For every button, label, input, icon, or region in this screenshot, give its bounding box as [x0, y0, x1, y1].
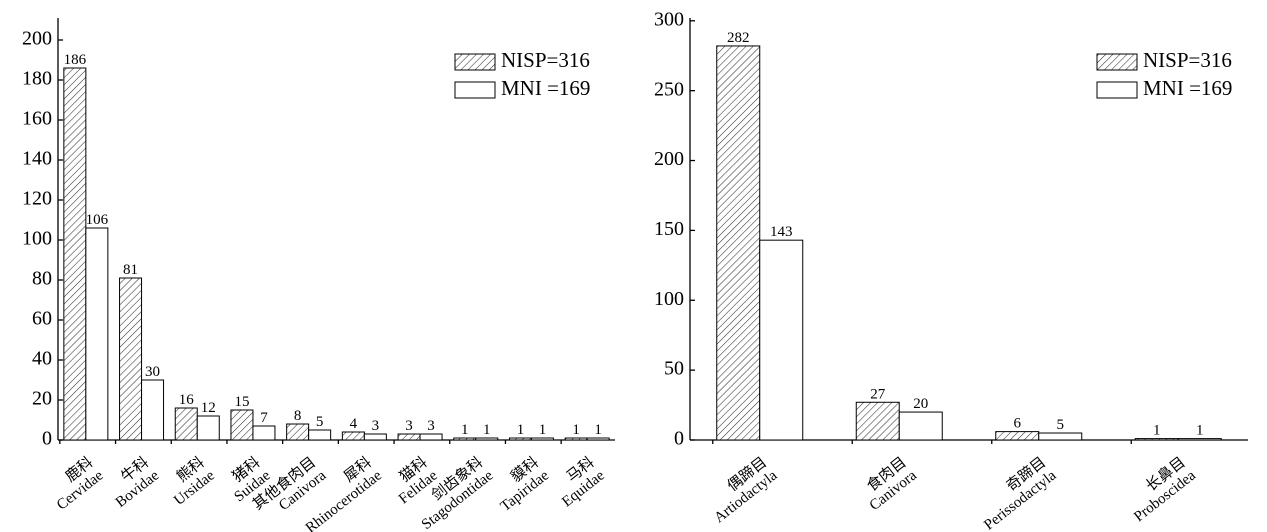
- bar: [397, 433, 421, 441]
- value-label: 15: [234, 394, 249, 410]
- y-tick-label: 100: [654, 288, 684, 310]
- bar: [119, 277, 143, 441]
- value-label: 4: [350, 416, 358, 432]
- value-label: 3: [405, 418, 413, 434]
- bar: [196, 415, 220, 441]
- bar: [1038, 432, 1083, 441]
- x-tick-label: 偶蹄目Artiodactyla: [701, 454, 781, 527]
- value-label: 282: [727, 30, 750, 46]
- y-tick-label: 150: [654, 218, 684, 240]
- y-tick-label: 200: [654, 148, 684, 170]
- value-label: 81: [123, 262, 138, 278]
- x-tick-label: 奇蹄目Perissodactyla: [970, 454, 1059, 532]
- value-label: 8: [294, 408, 302, 424]
- value-label: 1: [539, 422, 547, 438]
- legend-swatch: [1096, 53, 1138, 71]
- legend-label: MNI =169: [1143, 76, 1232, 100]
- y-tick-label: 20: [32, 388, 52, 410]
- value-label: 3: [372, 418, 380, 434]
- bar: [530, 437, 554, 441]
- legend-swatch: [1096, 81, 1138, 99]
- bar: [230, 409, 254, 441]
- bar: [363, 433, 387, 441]
- x-tick-label: 食肉目Canivora: [856, 454, 920, 514]
- y-tick-label: 100: [22, 228, 52, 250]
- legend-label: NISP=316: [1143, 48, 1232, 72]
- x-tick-label: 猫科Felidae: [385, 454, 441, 508]
- legend-label: MNI =169: [501, 76, 590, 100]
- bar: [341, 431, 365, 441]
- chart: 0 50 100 150 200 250 300 282 143 偶蹄目Artiodactyla 2…: [654, 8, 1248, 532]
- x-tick-label: 熊科Ursidae: [160, 454, 218, 509]
- x-tick-label: 貘科Tapiridae: [487, 454, 552, 515]
- value-label: 30: [145, 364, 160, 380]
- value-label: 16: [179, 392, 195, 408]
- y-tick-label: 300: [654, 8, 684, 30]
- value-label: 143: [770, 224, 793, 240]
- bar: [759, 239, 804, 441]
- bar: [1177, 438, 1222, 441]
- value-label: 5: [1057, 417, 1065, 433]
- y-tick-label: 120: [22, 188, 52, 210]
- bar: [141, 379, 165, 441]
- value-label: 1: [461, 422, 469, 438]
- bar: [174, 407, 198, 441]
- y-tick-label: 50: [664, 358, 684, 380]
- x-tick-label: 牛科Bovidae: [102, 454, 162, 511]
- bar: [855, 401, 900, 441]
- bar: [419, 433, 443, 441]
- y-tick-label: 0: [42, 428, 52, 450]
- bar: [508, 437, 532, 441]
- bar: [1134, 438, 1179, 441]
- y-tick-label: 80: [32, 268, 52, 290]
- y-tick-label: 250: [654, 78, 684, 100]
- bar: [716, 45, 761, 441]
- value-label: 1: [483, 422, 491, 438]
- value-label: 27: [870, 386, 886, 402]
- y-tick-label: 200: [22, 28, 52, 50]
- value-label: 1: [1153, 423, 1161, 439]
- y-tick-label: 180: [22, 68, 52, 90]
- bar: [453, 437, 477, 441]
- legend-label: NISP=316: [501, 48, 590, 72]
- bar: [286, 423, 310, 441]
- value-label: 106: [86, 212, 109, 228]
- chart: 0 20 40 60 80 100 120 140 160 180 200 186 106 鹿科Cervi…: [22, 18, 615, 532]
- bar: [252, 425, 276, 441]
- bar: [995, 431, 1040, 441]
- y-tick-label: 140: [22, 148, 52, 170]
- y-tick-label: 0: [674, 428, 684, 450]
- value-label: 1: [594, 422, 602, 438]
- y-tick-label: 60: [32, 308, 52, 330]
- bar: [564, 437, 588, 441]
- legend-swatch: [454, 53, 496, 71]
- legend-swatch: [454, 81, 496, 99]
- x-tick-label: 鹿科Cervidae: [43, 454, 107, 514]
- value-label: 1: [1196, 423, 1204, 439]
- value-label: 1: [517, 422, 525, 438]
- bar: [308, 429, 332, 441]
- bar: [586, 437, 610, 441]
- x-tick-label: 马科Equidae: [548, 454, 608, 511]
- bar: [85, 227, 109, 441]
- bar: [475, 437, 499, 441]
- x-tick-label: 长鼻目Proboscidea: [1120, 454, 1199, 526]
- value-label: 5: [316, 414, 324, 430]
- value-label: 7: [260, 410, 268, 426]
- value-label: 186: [64, 52, 87, 68]
- value-label: 12: [201, 400, 216, 416]
- bar: [898, 411, 943, 441]
- value-label: 20: [913, 396, 928, 412]
- bar: [63, 67, 87, 441]
- y-tick-label: 160: [22, 108, 52, 130]
- value-label: 6: [1014, 416, 1022, 432]
- y-tick-label: 40: [32, 348, 52, 370]
- value-label: 1: [572, 422, 580, 438]
- value-label: 3: [427, 418, 435, 434]
